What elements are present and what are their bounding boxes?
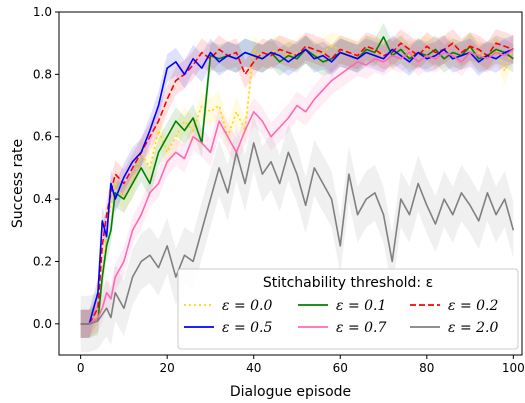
band-2 — [80, 22, 514, 338]
band-3 — [80, 29, 514, 338]
legend-label-2: ε = 0.1 — [336, 298, 386, 314]
x-tick-label: 0 — [77, 361, 85, 375]
band-4 — [80, 35, 514, 338]
x-tick-label: 40 — [246, 361, 261, 375]
series-line-5 — [80, 48, 514, 325]
band-5 — [80, 35, 514, 338]
legend: Stitchability threshold: ε ε = 0.0 ε = 0.… — [177, 268, 519, 350]
series-line-2 — [80, 36, 514, 325]
x-tick-label: 100 — [502, 361, 525, 375]
y-tick-label: 0.6 — [33, 130, 52, 144]
y-tick-label: 1.0 — [33, 5, 52, 19]
x-tick-label: 80 — [419, 361, 434, 375]
legend-label-3: ε = 0.2 — [448, 298, 499, 314]
series-line-3 — [80, 42, 514, 325]
ticks: 0 20 40 60 80 100 0.0 0.2 0.4 0.6 0.8 1.0 — [33, 5, 525, 375]
confidence-bands — [80, 22, 514, 352]
x-tick-label: 20 — [160, 361, 175, 375]
plot-frame — [58, 11, 523, 356]
series-lines — [80, 36, 515, 325]
legend-title: Stitchability threshold: ε — [263, 275, 433, 291]
y-tick-label: 0.8 — [33, 67, 52, 81]
y-tick-label: 0.0 — [33, 317, 52, 331]
y-tick-label: 0.2 — [33, 254, 52, 268]
x-axis-label: Dialogue episode — [230, 384, 351, 400]
series-line-1 — [80, 45, 515, 325]
legend-label-4: ε = 0.5 — [222, 320, 273, 336]
axes — [58, 11, 523, 356]
legend-label-1: ε = 0.0 — [222, 298, 273, 314]
series-line-6 — [80, 142, 515, 325]
series-line-4 — [80, 48, 514, 325]
x-tick-label: 60 — [333, 361, 348, 375]
y-tick-label: 0.4 — [33, 192, 52, 206]
band-1 — [80, 32, 514, 338]
legend-entries: ε = 0.0 ε = 0.1 ε = 0.2 ε = 0.5 ε = 0.7 ε = 2… — [184, 298, 499, 336]
legend-box — [177, 268, 519, 350]
legend-label-5: ε = 0.7 — [336, 320, 387, 336]
legend-label-6: ε = 2.0 — [448, 320, 499, 336]
y-axis-label: Success rate — [10, 139, 26, 228]
band-6 — [80, 114, 514, 352]
